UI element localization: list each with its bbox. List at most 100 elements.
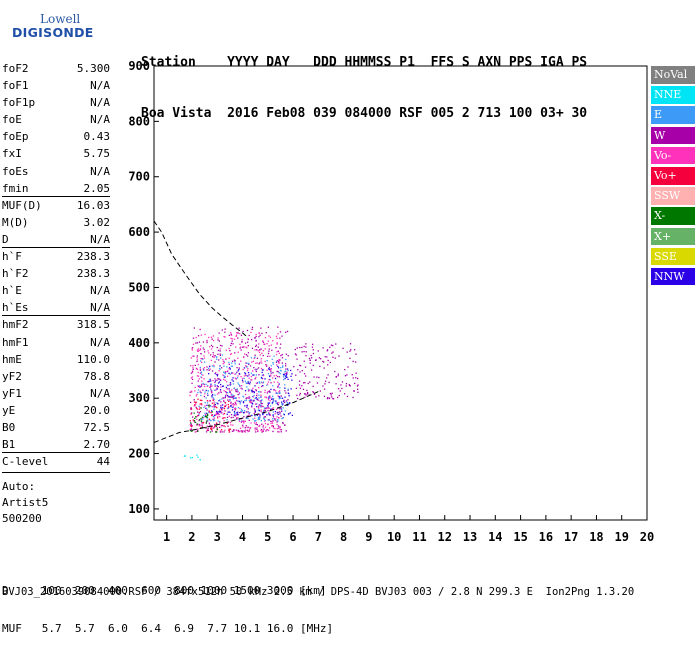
echo-point: [255, 376, 257, 379]
echo-point: [298, 384, 301, 386]
echo-point: [230, 406, 232, 408]
echo-point: [324, 383, 326, 385]
param-name: foF1: [2, 79, 29, 93]
echo-point: [211, 425, 214, 428]
echo-point: [223, 412, 226, 415]
echo-point: [221, 398, 223, 400]
echo-point: [190, 391, 193, 393]
echo-point: [260, 327, 262, 329]
echo-point: [218, 378, 220, 380]
echo-point: [199, 459, 201, 461]
param-value: 72.5: [83, 420, 111, 434]
echo-point: [198, 420, 200, 422]
echo-point: [265, 407, 267, 409]
echo-point: [283, 413, 285, 415]
echo-point: [201, 425, 204, 427]
echo-point: [196, 342, 199, 344]
echo-point: [315, 396, 317, 398]
echo-point: [192, 365, 194, 367]
echo-point: [226, 388, 229, 390]
echo-point: [190, 401, 192, 404]
echo-point: [251, 403, 254, 405]
echo-point: [245, 399, 247, 401]
echo-point: [237, 407, 240, 409]
echo-point: [267, 405, 269, 407]
param-name: C-level: [2, 455, 49, 469]
echo-point: [211, 385, 213, 387]
echo-point: [254, 356, 256, 358]
echo-point: [238, 430, 241, 433]
echo-point: [276, 408, 278, 410]
echo-point: [203, 348, 205, 351]
echo-point: [193, 355, 195, 357]
echo-point: [227, 394, 229, 397]
echo-point: [248, 419, 250, 421]
echo-point: [201, 399, 203, 402]
param-value: N/A: [90, 232, 110, 246]
echo-point: [276, 360, 278, 363]
echo-point: [318, 395, 320, 397]
echo-point: [303, 345, 305, 348]
echo-point: [272, 416, 275, 418]
echo-point: [212, 418, 214, 420]
echo-point: [231, 371, 233, 374]
echo-point: [244, 405, 246, 407]
echo-point: [344, 369, 346, 371]
echo-point: [241, 385, 243, 387]
x-tick-label: 12: [438, 530, 452, 544]
echo-point: [274, 419, 276, 421]
echo-point: [257, 406, 260, 408]
echo-point: [270, 388, 272, 391]
echo-point: [335, 383, 337, 385]
param-separator: [2, 315, 110, 317]
echo-point: [210, 354, 212, 356]
echo-point: [193, 401, 196, 403]
echo-point: [237, 382, 239, 384]
echo-point: [253, 400, 255, 402]
echo-point: [198, 412, 200, 414]
echo-point: [294, 348, 296, 351]
echo-point: [260, 381, 263, 383]
echo-point: [357, 391, 359, 393]
x-tick-label: 5: [264, 530, 271, 544]
echo-point: [277, 392, 279, 394]
echo-point: [273, 355, 275, 357]
echo-point: [254, 410, 256, 413]
echo-point: [200, 358, 202, 360]
echo-point: [251, 347, 254, 349]
echo-point: [293, 366, 295, 368]
echo-point: [278, 396, 280, 398]
x-tick-label: 13: [463, 530, 477, 544]
echo-point: [274, 427, 276, 430]
param-value: 3.02: [83, 215, 111, 229]
echo-point: [224, 429, 226, 431]
echo-point: [255, 374, 257, 376]
echo-point: [226, 370, 228, 373]
echo-point: [239, 373, 241, 375]
echo-point: [235, 389, 237, 391]
echo-point: [245, 354, 248, 356]
echo-point: [291, 414, 293, 416]
echo-point: [348, 384, 351, 386]
echo-point: [250, 389, 253, 391]
param-row: foF1 N/A: [2, 77, 110, 94]
param-row: B0 72.5: [2, 419, 110, 436]
echo-point: [209, 346, 211, 348]
echo-point: [199, 399, 202, 401]
echo-point: [251, 414, 253, 417]
echo-point: [279, 387, 281, 389]
echo-point: [270, 370, 272, 373]
echo-point: [269, 336, 272, 338]
echo-point: [335, 376, 337, 378]
echo-point: [206, 425, 208, 427]
echo-point: [284, 390, 286, 392]
echo-point: [259, 414, 261, 416]
echo-point: [261, 378, 264, 380]
echo-point: [251, 406, 253, 408]
echo-cluster-nne: [183, 454, 201, 461]
echo-point: [258, 413, 260, 415]
echo-point: [267, 340, 269, 342]
echo-point: [276, 421, 278, 423]
echo-point: [268, 390, 271, 392]
legend-item-nnw: NNW: [651, 267, 695, 286]
